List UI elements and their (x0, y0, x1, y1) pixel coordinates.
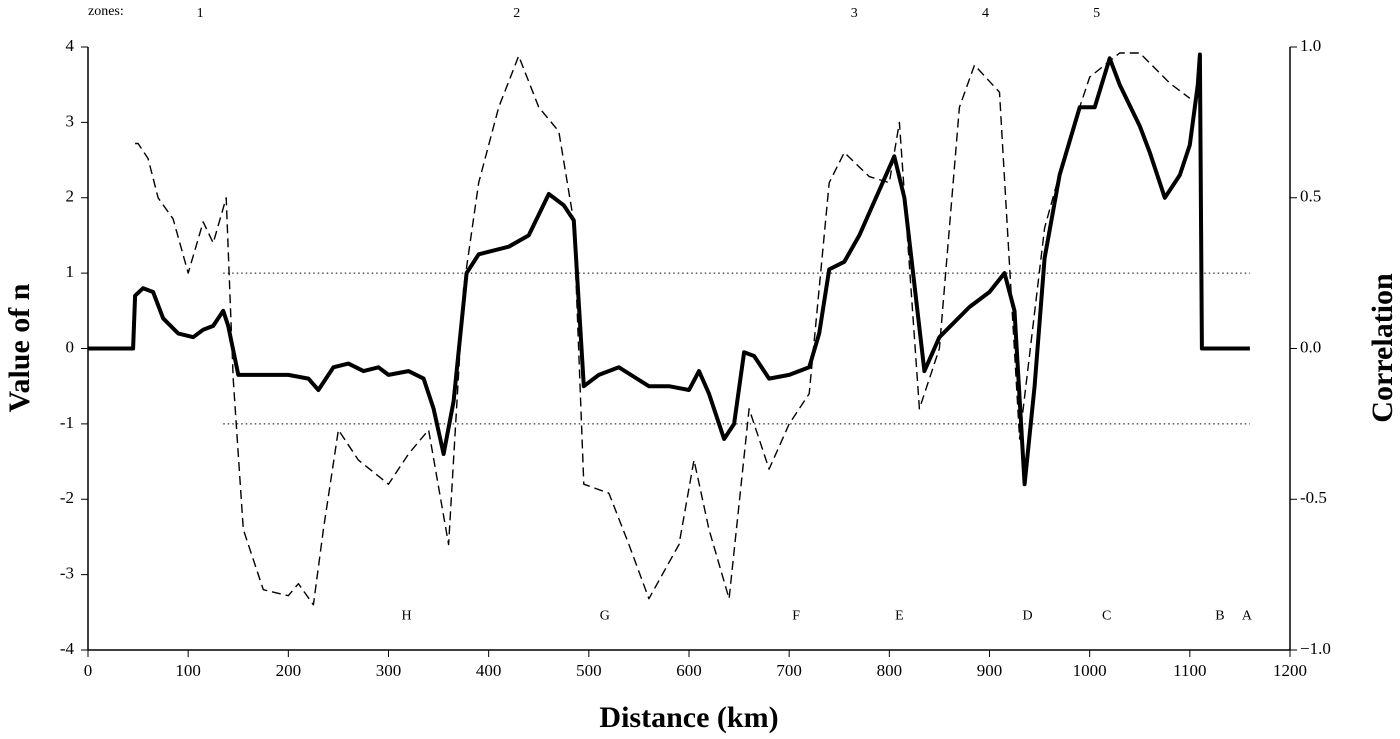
x-tick-label: 0 (84, 661, 93, 680)
y2-tick-label: 1.0 (1300, 36, 1321, 55)
y2-tick-label: 0.5 (1300, 187, 1321, 206)
x-tick-label: 600 (676, 661, 702, 680)
annotation: D (1023, 608, 1033, 623)
y-tick-label: 3 (66, 111, 75, 130)
y-tick-label: -1 (60, 413, 74, 432)
zone-label: 5 (1093, 6, 1100, 21)
y-axis-label: Value of n (3, 283, 36, 412)
zone-label: 1 (197, 6, 204, 21)
zone-label: 4 (982, 6, 989, 21)
y2-axis-label: Correlation (1366, 273, 1399, 423)
annotation: F (792, 608, 800, 623)
zone-label: 2 (513, 6, 520, 21)
x-tick-label: 800 (877, 661, 903, 680)
y2-tick-label: 0.0 (1300, 337, 1321, 356)
y2-tick-label: −1.0 (1300, 639, 1331, 658)
x-tick-label: 1000 (1073, 661, 1107, 680)
annotation: A (1242, 608, 1253, 623)
x-tick-label: 500 (576, 661, 602, 680)
x-tick-label: 1200 (1273, 661, 1307, 680)
y-tick-label: 2 (66, 187, 75, 206)
x-tick-label: 400 (476, 661, 502, 680)
annotation: B (1215, 608, 1224, 623)
x-tick-label: 300 (376, 661, 402, 680)
annotation: E (895, 608, 904, 623)
annotation: G (600, 608, 610, 623)
y-tick-label: -3 (60, 564, 74, 583)
y-tick-label: 4 (66, 36, 75, 55)
zones-label: zones: (88, 4, 124, 19)
x-tick-label: 700 (776, 661, 802, 680)
x-axis-label: Distance (km) (599, 701, 778, 734)
x-tick-label: 1100 (1173, 661, 1206, 680)
x-tick-label: 900 (977, 661, 1003, 680)
y-tick-label: -2 (60, 488, 74, 507)
x-tick-label: 100 (175, 661, 201, 680)
y-tick-label: 1 (66, 262, 75, 281)
y-tick-label: 0 (66, 337, 75, 356)
annotation: H (401, 608, 411, 623)
series-line (135, 52, 1191, 606)
annotation: C (1102, 608, 1111, 623)
y-tick-label: -4 (60, 639, 75, 658)
y2-tick-label: -0.5 (1300, 488, 1327, 507)
zone-label: 3 (851, 6, 858, 21)
x-tick-label: 200 (276, 661, 302, 680)
